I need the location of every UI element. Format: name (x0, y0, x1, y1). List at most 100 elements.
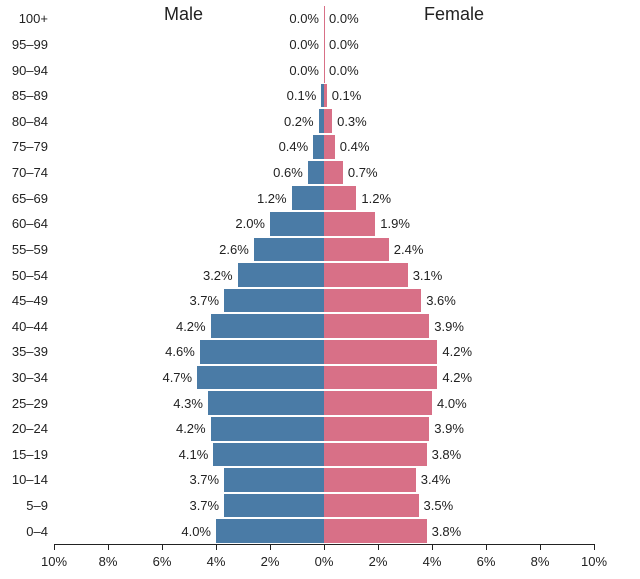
age-category-label: 50–54 (2, 268, 48, 283)
male-value-label: 4.7% (162, 370, 192, 385)
age-category-label: 90–94 (2, 63, 48, 78)
male-value-label: 3.2% (203, 268, 233, 283)
female-bar (324, 185, 356, 211)
age-category-label: 100+ (2, 11, 48, 26)
x-tick (540, 544, 541, 550)
male-value-label: 3.7% (189, 293, 219, 308)
female-value-label: 0.7% (348, 165, 378, 180)
x-tick-label: 6% (468, 554, 504, 569)
female-value-label: 2.4% (394, 242, 424, 257)
female-bar (324, 237, 389, 263)
male-bar (213, 442, 324, 468)
x-tick (378, 544, 379, 550)
female-bar (324, 518, 427, 544)
female-bar (324, 365, 437, 391)
age-category-label: 0–4 (2, 524, 48, 539)
age-category-label: 60–64 (2, 216, 48, 231)
age-category-label: 55–59 (2, 242, 48, 257)
male-value-label: 2.0% (235, 216, 265, 231)
x-tick-label: 2% (360, 554, 396, 569)
male-value-label: 0.6% (273, 165, 303, 180)
female-bar (324, 416, 429, 442)
age-category-label: 75–79 (2, 139, 48, 154)
female-bar (324, 134, 335, 160)
x-tick-label: 2% (252, 554, 288, 569)
female-value-label: 3.8% (432, 447, 462, 462)
x-tick (594, 544, 595, 550)
male-bar (308, 160, 324, 186)
female-value-label: 3.9% (434, 421, 464, 436)
x-tick (54, 544, 55, 550)
population-pyramid-chart: MaleFemale0.0%0.0%100+0.0%0.0%95–990.0%0… (0, 0, 640, 579)
female-value-label: 0.0% (329, 63, 359, 78)
male-bar (216, 518, 324, 544)
x-tick (108, 544, 109, 550)
female-value-label: 0.3% (337, 114, 367, 129)
male-value-label: 4.6% (165, 344, 195, 359)
female-value-label: 0.1% (332, 88, 362, 103)
female-bar (324, 467, 416, 493)
male-bar (224, 493, 324, 519)
female-bar (324, 390, 432, 416)
male-bar (200, 339, 324, 365)
female-value-label: 0.0% (329, 37, 359, 52)
male-bar (270, 211, 324, 237)
age-category-label: 25–29 (2, 396, 48, 411)
female-value-label: 3.9% (434, 319, 464, 334)
female-value-label: 1.2% (361, 191, 391, 206)
female-bar (324, 442, 427, 468)
female-value-label: 3.5% (424, 498, 454, 513)
age-category-label: 45–49 (2, 293, 48, 308)
male-bar (211, 313, 324, 339)
male-value-label: 0.0% (289, 63, 319, 78)
age-category-label: 65–69 (2, 191, 48, 206)
male-value-label: 4.2% (176, 319, 206, 334)
x-tick-label: 10% (576, 554, 612, 569)
male-bar (224, 467, 324, 493)
female-title: Female (424, 4, 484, 25)
male-bar (208, 390, 324, 416)
x-tick (432, 544, 433, 550)
female-bar (324, 108, 332, 134)
male-bar (313, 134, 324, 160)
age-category-label: 85–89 (2, 88, 48, 103)
x-tick (486, 544, 487, 550)
age-category-label: 15–19 (2, 447, 48, 462)
male-bar (197, 365, 324, 391)
male-value-label: 4.2% (176, 421, 206, 436)
male-bar (292, 185, 324, 211)
female-bar (324, 83, 327, 109)
age-category-label: 80–84 (2, 114, 48, 129)
male-value-label: 0.4% (279, 139, 309, 154)
male-value-label: 2.6% (219, 242, 249, 257)
x-tick-label: 4% (414, 554, 450, 569)
male-value-label: 1.2% (257, 191, 287, 206)
x-tick (162, 544, 163, 550)
male-value-label: 0.0% (289, 37, 319, 52)
female-bar (324, 313, 429, 339)
age-category-label: 70–74 (2, 165, 48, 180)
x-tick (216, 544, 217, 550)
age-category-label: 35–39 (2, 344, 48, 359)
male-value-label: 4.0% (181, 524, 211, 539)
female-bar (324, 160, 343, 186)
female-value-label: 0.4% (340, 139, 370, 154)
female-value-label: 3.8% (432, 524, 462, 539)
male-bar (238, 262, 324, 288)
age-category-label: 95–99 (2, 37, 48, 52)
male-bar (211, 416, 324, 442)
male-bar (254, 237, 324, 263)
age-category-label: 20–24 (2, 421, 48, 436)
female-value-label: 3.1% (413, 268, 443, 283)
female-bar (324, 339, 437, 365)
male-value-label: 0.0% (289, 11, 319, 26)
x-tick-label: 0% (306, 554, 342, 569)
male-value-label: 4.3% (173, 396, 203, 411)
male-bar (224, 288, 324, 314)
age-category-label: 30–34 (2, 370, 48, 385)
female-value-label: 3.6% (426, 293, 456, 308)
female-bar (324, 211, 375, 237)
female-bar (324, 288, 421, 314)
x-tick-label: 4% (198, 554, 234, 569)
male-value-label: 3.7% (189, 498, 219, 513)
